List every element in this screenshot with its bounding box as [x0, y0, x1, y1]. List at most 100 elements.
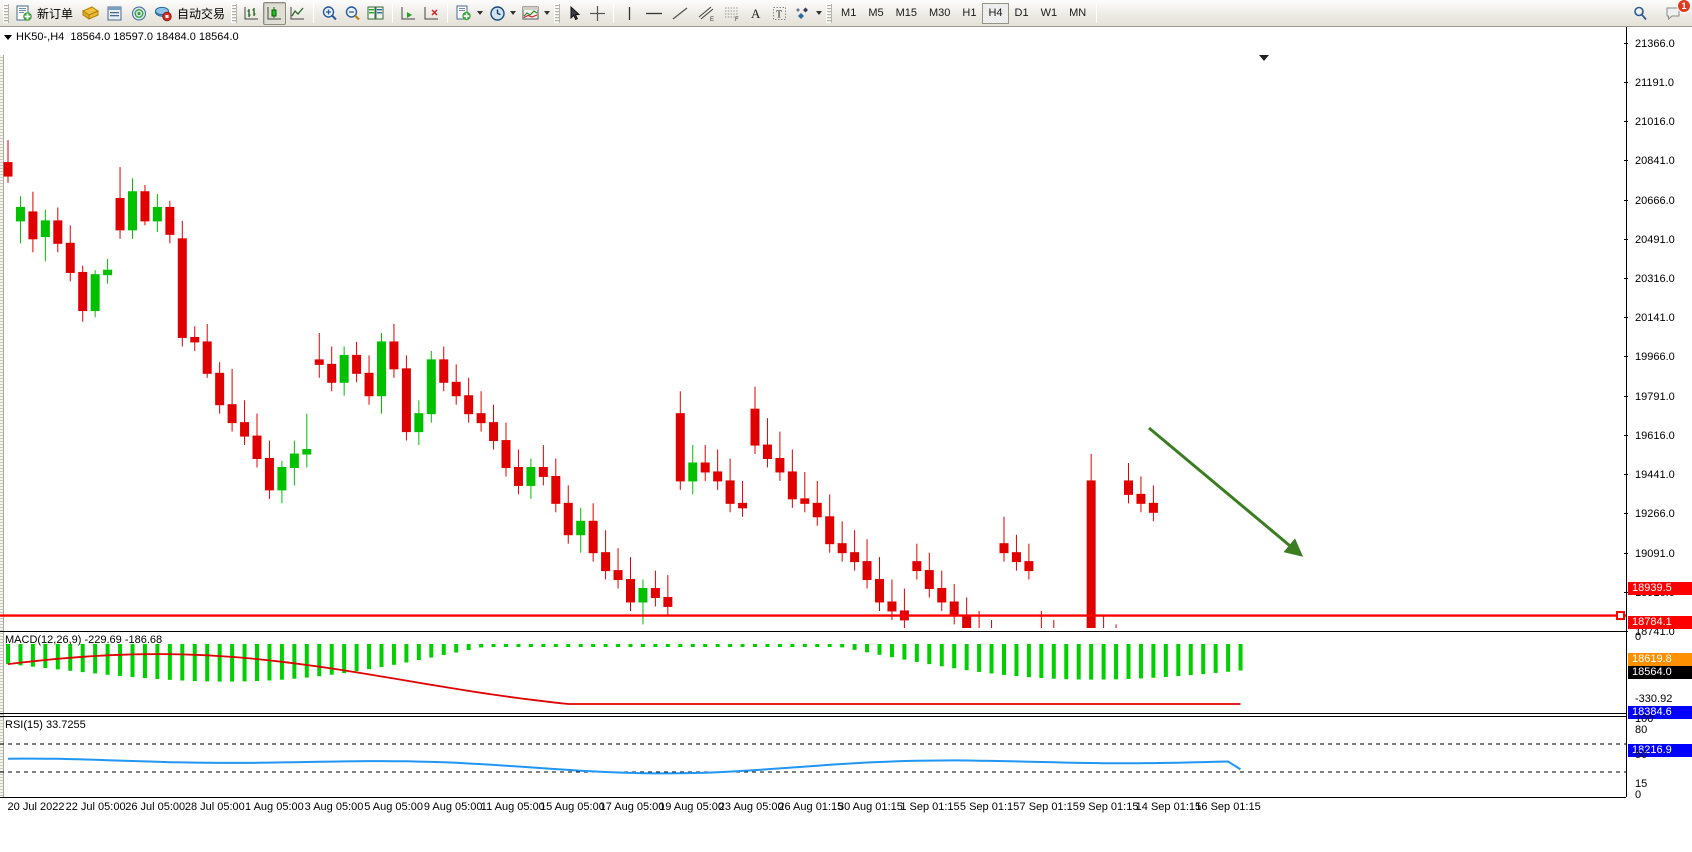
candle-body — [800, 498, 810, 504]
candle-body — [40, 220, 50, 238]
trendline-button[interactable] — [667, 2, 693, 25]
chat-button[interactable]: 1 — [1662, 0, 1691, 25]
crosshair-button[interactable] — [586, 2, 609, 25]
toolbar-grip-3[interactable] — [554, 3, 561, 23]
macd-series — [6, 644, 1243, 705]
horizontal-line-button[interactable] — [641, 2, 667, 25]
toolbar-grip-4[interactable] — [826, 3, 833, 23]
zoom-in-button[interactable] — [318, 2, 341, 25]
period-button[interactable] — [486, 2, 519, 25]
fibonacci-button[interactable]: F — [719, 2, 745, 25]
rsi-pane[interactable]: RSI(15) 33.7255 — [0, 716, 1626, 797]
rsi-axis-tick: 0 — [1635, 789, 1642, 801]
templates-caret-icon[interactable] — [544, 11, 551, 15]
line-chart-button[interactable] — [286, 2, 309, 25]
chart-scroll-marker[interactable] — [1259, 55, 1269, 61]
navigator-button[interactable] — [127, 2, 151, 25]
autotrading-button[interactable]: 自动交易 — [151, 2, 230, 25]
auto-scroll-button[interactable] — [420, 2, 443, 25]
candle-body — [65, 242, 75, 273]
templates-button[interactable] — [519, 2, 553, 25]
period-caret-icon[interactable] — [510, 11, 517, 15]
zoom-out-button[interactable] — [341, 2, 364, 25]
text-label-icon: A — [751, 6, 761, 21]
collapse-triangle-icon[interactable] — [4, 34, 12, 40]
candle-body — [1124, 480, 1133, 495]
timeframe-m30-label: M30 — [929, 7, 951, 19]
cursor-button[interactable] — [563, 2, 586, 25]
candle-body — [128, 191, 137, 231]
candle-body — [215, 372, 225, 406]
toolbar-separator-4 — [613, 3, 615, 23]
candle-body — [103, 269, 113, 276]
toolbar-grip-2[interactable] — [231, 3, 238, 23]
search-button[interactable] — [1629, 2, 1652, 25]
market-watch-button[interactable] — [78, 2, 103, 25]
chart-area[interactable]: HK50-,H4 18564.0 18597.0 18484.0 18564.0… — [0, 27, 1692, 852]
candle-body — [613, 570, 623, 581]
macd-pane[interactable]: MACD(12,26,9) -229.69 -186.68 — [0, 631, 1626, 714]
price-pane[interactable] — [0, 55, 1626, 628]
candle-body — [526, 466, 536, 486]
candle-body — [501, 440, 511, 468]
candlestick-icon — [267, 6, 282, 19]
svg-text:T: T — [776, 9, 782, 20]
zoom-out-icon — [345, 5, 360, 20]
timeframe-m1[interactable]: M1 — [835, 3, 862, 24]
chat-badge: 1 — [1677, 0, 1691, 13]
timeframe-w1[interactable]: W1 — [1035, 3, 1064, 24]
timeframe-m30[interactable]: M30 — [923, 3, 956, 24]
rsi-axis-tick: 50 — [1635, 749, 1648, 761]
timeframe-d1[interactable]: D1 — [1009, 3, 1035, 24]
price-chip-target-1[interactable]: 18384.6 — [1628, 705, 1692, 719]
bar-chart-button[interactable] — [240, 2, 263, 25]
time-axis-tick: 7 Sep 01:15 — [1019, 801, 1079, 813]
bar-chart-icon — [244, 6, 259, 19]
candle-body — [165, 206, 175, 235]
new-order-button[interactable]: 新订单 — [12, 2, 78, 25]
text-button[interactable]: T — [768, 2, 791, 25]
time-axis-tick: 23 Aug 05:00 — [718, 801, 784, 813]
price-chip-current-price[interactable]: 18564.0 — [1628, 665, 1692, 679]
candle-body — [899, 610, 909, 621]
candle-body — [15, 206, 25, 222]
toolbar-separator-5 — [1096, 3, 1098, 23]
crosshair-icon — [590, 5, 606, 21]
timeframe-m5[interactable]: M5 — [862, 3, 889, 24]
objects-button[interactable] — [791, 2, 825, 25]
candle-body — [563, 502, 573, 536]
equidistant-channel-icon: E — [698, 6, 714, 22]
time-axis-tick: 5 Sep 01:15 — [959, 801, 1020, 813]
add-indicator-button[interactable] — [452, 2, 486, 25]
objects-caret-icon[interactable] — [816, 11, 823, 15]
tile-windows-button[interactable] — [364, 2, 388, 25]
timeframe-m15[interactable]: M15 — [890, 3, 923, 24]
price-chip-resistance-1[interactable]: 18939.5 — [1628, 581, 1692, 595]
data-window-button[interactable] — [103, 2, 127, 25]
candle-body — [451, 381, 461, 397]
timeframe-h1[interactable]: H1 — [956, 3, 982, 24]
time-axis-tick: 22 Jul 05:00 — [65, 801, 126, 813]
toolbar-grip[interactable] — [3, 3, 9, 23]
time-axis-tick: 9 Sep 01:15 — [1079, 801, 1139, 813]
vertical-line-button[interactable] — [618, 2, 641, 25]
timeframe-m15-label: M15 — [895, 7, 917, 19]
candle-body — [1086, 480, 1096, 628]
price-chip-resistance-2[interactable]: 18784.1 — [1628, 616, 1692, 630]
timeframe-mn[interactable]: MN — [1063, 3, 1092, 24]
text-label-button[interactable]: A — [745, 2, 768, 25]
add-indicator-caret-icon[interactable] — [477, 11, 484, 15]
candle-body — [1136, 493, 1146, 504]
candle-body — [377, 341, 386, 397]
price-axis[interactable]: 21366.0 21191.0 21016.0 20841.0 20666.0 20491… — [1624, 27, 1692, 801]
timeframe-h4[interactable]: H4 — [982, 2, 1009, 24]
price-chip-entry-level[interactable]: 18619.8 — [1628, 653, 1692, 667]
chart-shift-button[interactable] — [397, 2, 420, 25]
candle-body — [638, 588, 648, 603]
equidistant-channel-button[interactable]: E — [693, 2, 719, 25]
candlestick-chart-button[interactable] — [263, 1, 287, 25]
price-axis-tick: 20491.0 — [1624, 234, 1692, 245]
price-chip-target-2[interactable]: 18216.9 — [1628, 743, 1692, 757]
time-axis[interactable]: 20 Jul 2022 22 Jul 05:00 26 Jul 05:00 28 Ju… — [0, 797, 1626, 817]
candle-body — [364, 372, 374, 397]
